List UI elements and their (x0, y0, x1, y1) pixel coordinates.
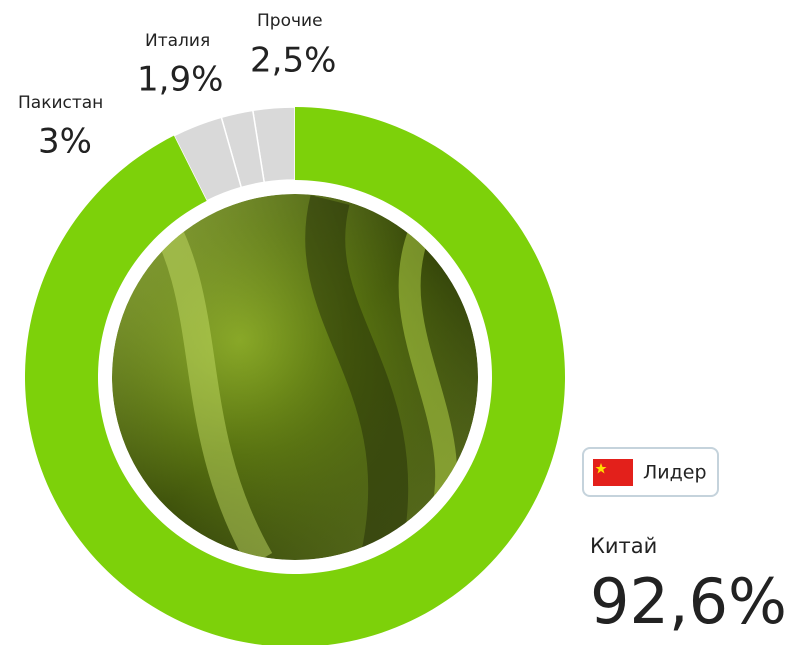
category-label: Италия (145, 31, 210, 51)
value-label: 92,6% (590, 565, 787, 638)
category-label: Пакистан (18, 93, 103, 113)
flag-star (595, 463, 607, 474)
category-label: Прочие (257, 11, 323, 31)
donut-segment (220, 109, 266, 189)
value-label: 2,5% (250, 41, 336, 81)
flag (593, 459, 633, 486)
donut-segment (172, 116, 243, 202)
center-image (112, 194, 478, 560)
value-label: 1,9% (137, 60, 223, 100)
badge-label: Лидер (643, 462, 707, 484)
value-label: 3% (38, 122, 92, 162)
category-label: Китай (590, 534, 657, 558)
